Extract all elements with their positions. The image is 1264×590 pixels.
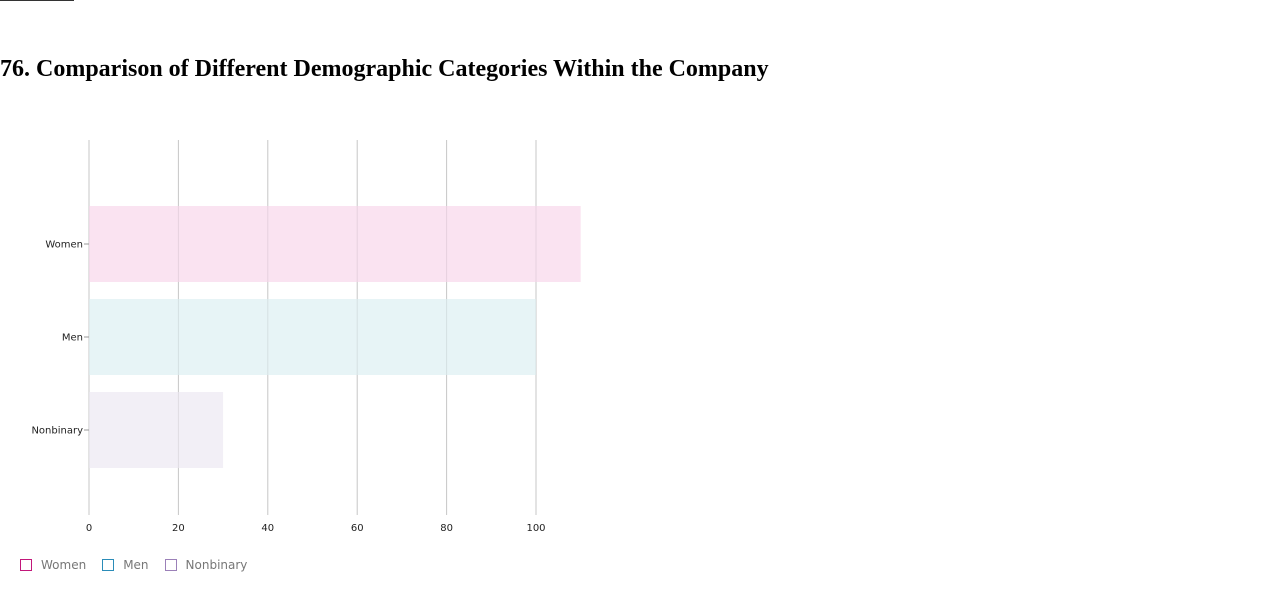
legend-label: Women	[41, 558, 87, 572]
bars	[89, 206, 581, 468]
x-tick-label: 60	[351, 523, 364, 534]
x-tick-label: 100	[526, 523, 545, 534]
x-tick-label: 80	[440, 523, 453, 534]
legend-swatch	[20, 559, 32, 571]
bar-nonbinary[interactable]	[89, 392, 224, 468]
y-category-label: Men	[62, 333, 83, 344]
x-tick-label: 0	[86, 523, 92, 534]
chart-title: 76. Comparison of Different Demographic …	[0, 56, 769, 82]
y-category-label: Nonbinary	[31, 426, 83, 437]
legend-label: Nonbinary	[185, 558, 248, 572]
x-axis: 0 20 40 60 80 100	[86, 523, 546, 534]
x-tick-label: 20	[172, 523, 185, 534]
legend-label: Men	[123, 558, 149, 572]
legend-swatch	[102, 559, 115, 571]
x-tick-label: 40	[261, 523, 274, 534]
legend-item-men[interactable]: Men	[102, 558, 149, 572]
legend: Women Men Nonbinary	[20, 558, 263, 572]
top-divider	[0, 0, 74, 1]
bar-women[interactable]	[89, 206, 581, 282]
y-axis: Women Men Nonbinary	[31, 240, 89, 437]
legend-item-women[interactable]: Women	[20, 558, 86, 572]
legend-swatch	[164, 559, 177, 571]
bar-men[interactable]	[89, 299, 536, 375]
legend-item-nonbinary[interactable]: Nonbinary	[164, 558, 248, 572]
y-category-label: Women	[45, 240, 83, 251]
gridline-overlay	[88, 140, 537, 515]
